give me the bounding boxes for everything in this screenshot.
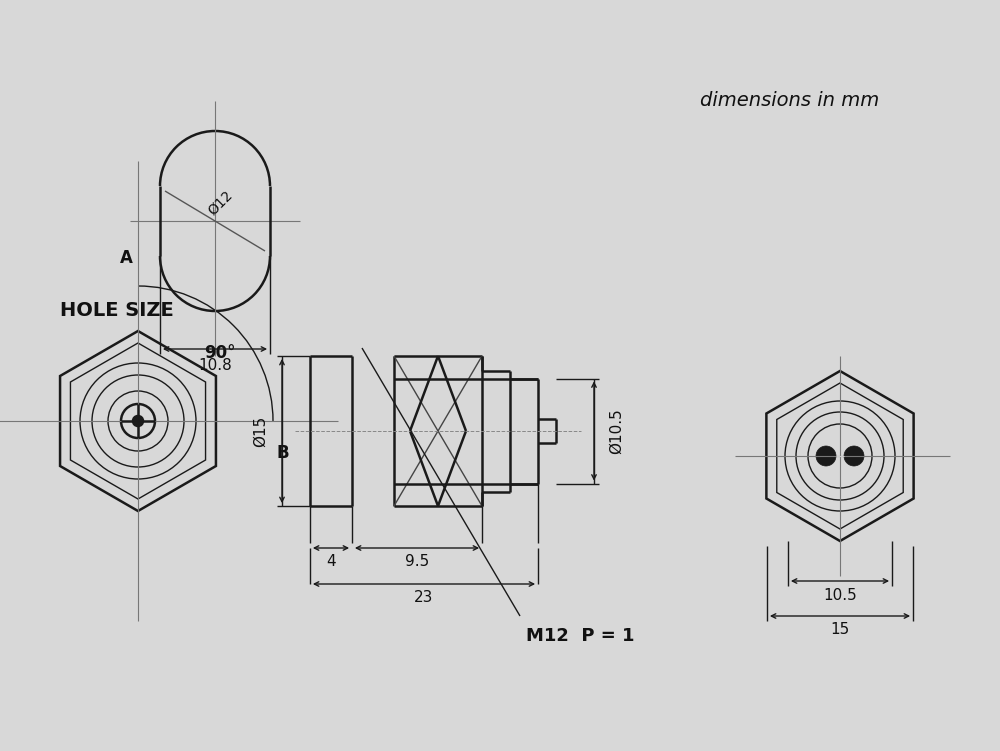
Text: 9.5: 9.5 (405, 554, 429, 569)
Text: M12  P = 1: M12 P = 1 (526, 627, 634, 645)
Circle shape (816, 446, 836, 466)
Text: B: B (277, 444, 289, 462)
Text: Ø15: Ø15 (252, 415, 268, 447)
Text: dimensions in mm: dimensions in mm (700, 92, 880, 110)
Text: 10.8: 10.8 (198, 357, 232, 372)
Text: 10.5: 10.5 (823, 587, 857, 602)
Text: Ø12: Ø12 (205, 188, 235, 218)
Text: 15: 15 (830, 623, 850, 638)
Text: A: A (120, 249, 132, 267)
Text: HOLE SIZE: HOLE SIZE (60, 301, 174, 321)
Text: 90°: 90° (204, 344, 236, 362)
Circle shape (844, 446, 864, 466)
Text: 23: 23 (414, 590, 434, 605)
Text: 4: 4 (326, 554, 336, 569)
Text: Ø10.5: Ø10.5 (608, 408, 624, 454)
Circle shape (133, 416, 143, 426)
